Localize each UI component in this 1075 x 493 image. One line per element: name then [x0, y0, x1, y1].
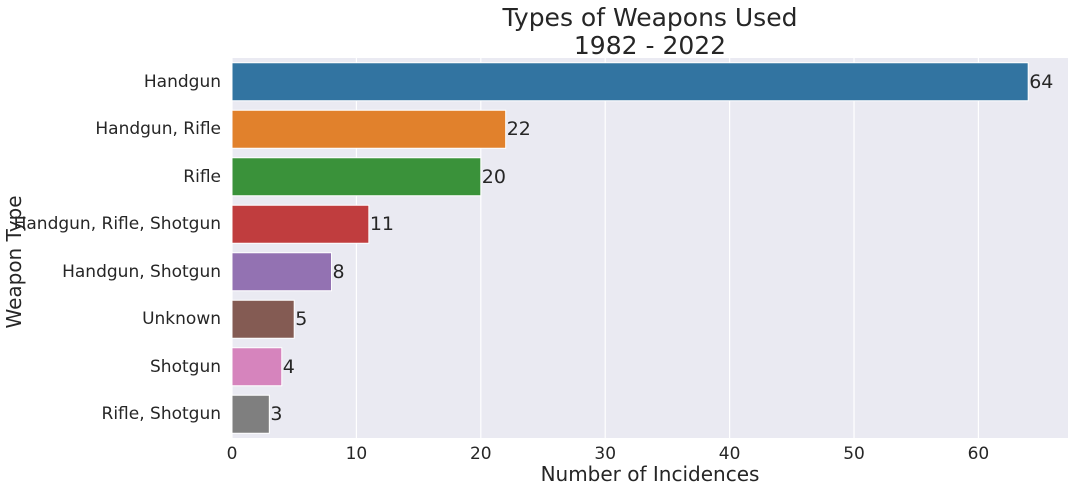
chart-title-line-2: 1982 - 2022	[232, 31, 1068, 60]
y-tick-label: Handgun, Rifle, Shotgun	[14, 214, 221, 234]
x-tick-label: 10	[346, 444, 368, 464]
y-tick-label: Shotgun	[150, 357, 221, 377]
x-tick-label: 0	[227, 444, 238, 464]
x-tick-label: 20	[470, 444, 492, 464]
bar-value-label: 64	[1029, 71, 1053, 93]
x-tick-label: 30	[594, 444, 616, 464]
bar-value-label: 4	[283, 356, 295, 378]
y-tick-label: Unknown	[142, 309, 221, 329]
bar-handgun-rifle-shotgun	[232, 205, 369, 243]
bar-handgun	[232, 63, 1028, 101]
bar-rifle-shotgun	[232, 395, 269, 433]
bar-value-label: 5	[295, 308, 307, 330]
bar-unknown	[232, 300, 294, 338]
y-tick-label: Rifle	[183, 167, 221, 187]
y-axis-label: Weapon Type	[2, 195, 26, 328]
bar-value-label: 20	[482, 166, 506, 188]
y-tick-label: Rifle, Shotgun	[102, 404, 221, 424]
bar-handgun-shotgun	[232, 253, 332, 291]
x-tick-label: 50	[843, 444, 865, 464]
bar-value-label: 3	[270, 403, 282, 425]
x-tick-label: 40	[719, 444, 741, 464]
x-tick-label: 60	[968, 444, 990, 464]
y-tick-label: Handgun	[144, 72, 221, 92]
y-tick-label: Handgun, Shotgun	[62, 262, 221, 282]
bar-value-label: 8	[333, 261, 345, 283]
y-tick-label: Handgun, Rifle	[95, 119, 221, 139]
bar-handgun-rifle	[232, 110, 506, 148]
x-axis-label: Number of Incidences	[232, 462, 1068, 486]
bar-value-label: 22	[507, 118, 531, 140]
chart-title-line-1: Types of Weapons Used	[232, 3, 1068, 32]
bar-value-label: 11	[370, 213, 394, 235]
bar-shotgun	[232, 348, 282, 386]
bar-rifle	[232, 158, 481, 196]
